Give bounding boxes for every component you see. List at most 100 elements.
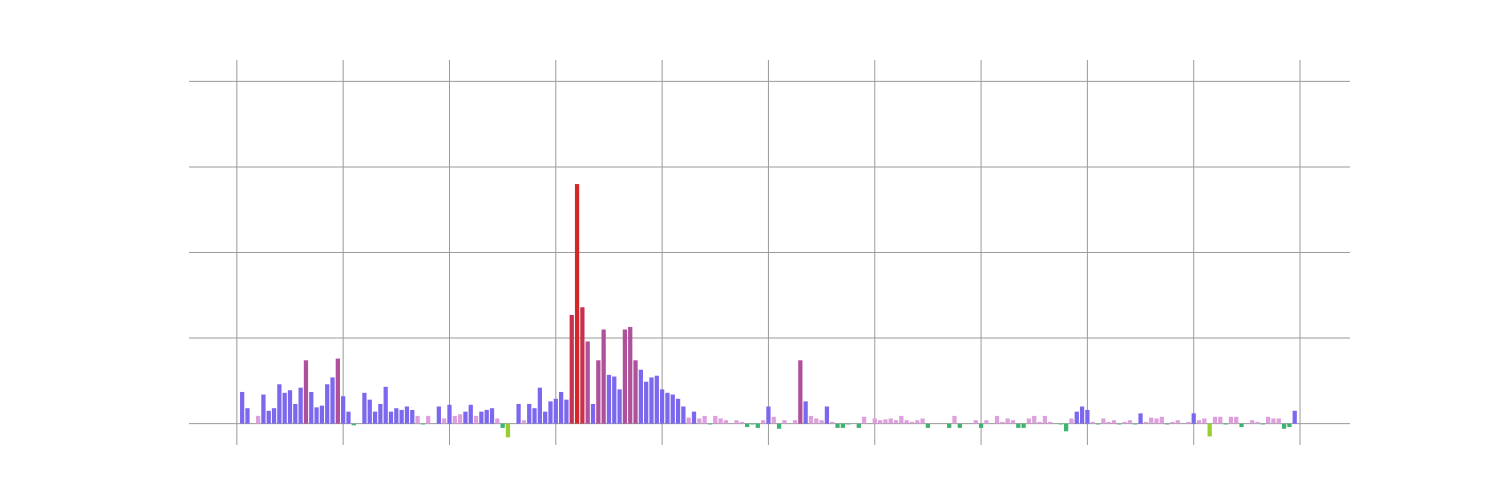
bar	[1266, 416, 1271, 424]
bar	[925, 423, 931, 428]
bar	[505, 423, 511, 438]
bar	[830, 421, 835, 424]
bar	[1064, 423, 1069, 432]
bar	[1021, 423, 1026, 428]
bar	[899, 415, 904, 424]
bar	[994, 415, 1000, 424]
bar	[681, 406, 686, 424]
bar	[245, 408, 250, 424]
bar	[596, 360, 601, 424]
bar	[1127, 420, 1133, 424]
bar	[240, 391, 245, 424]
bar	[978, 423, 984, 428]
bar	[1149, 417, 1154, 424]
bar	[527, 403, 532, 424]
bar	[824, 406, 830, 424]
bar	[1271, 418, 1276, 424]
bar	[973, 420, 978, 424]
bar	[1085, 409, 1090, 424]
bar	[803, 401, 808, 424]
bar	[723, 420, 729, 424]
bar	[452, 415, 457, 424]
bar	[707, 423, 713, 425]
bar	[1000, 421, 1005, 424]
bar	[776, 423, 782, 429]
bar	[1117, 423, 1122, 425]
bar	[1250, 420, 1255, 424]
bar	[271, 408, 277, 424]
bar	[691, 411, 697, 424]
bar	[521, 420, 527, 424]
bar	[266, 410, 271, 424]
bar	[1106, 421, 1111, 424]
bar	[1202, 418, 1207, 424]
bar	[564, 399, 569, 424]
bar	[856, 423, 861, 428]
bar	[277, 384, 282, 424]
bar	[516, 403, 521, 424]
bar	[1090, 421, 1095, 424]
bar	[1186, 421, 1191, 424]
bar	[798, 360, 803, 424]
bar	[1058, 423, 1063, 425]
bar	[601, 329, 606, 424]
bar	[734, 420, 739, 424]
bar	[814, 418, 819, 424]
bar	[319, 405, 325, 424]
bar	[1212, 416, 1218, 424]
bar	[840, 423, 845, 428]
bar	[1159, 416, 1164, 424]
bar	[686, 417, 691, 424]
bar	[468, 404, 473, 424]
bar	[346, 411, 351, 424]
bar	[1228, 416, 1234, 424]
bar	[1154, 418, 1159, 424]
bar	[675, 398, 681, 424]
bar	[1292, 410, 1297, 424]
bar	[367, 399, 372, 424]
bar	[665, 392, 670, 424]
bar	[330, 377, 335, 424]
bar	[1234, 416, 1239, 424]
bar	[1069, 418, 1074, 424]
bar	[426, 415, 431, 424]
bar	[659, 389, 665, 424]
bar	[1255, 421, 1260, 424]
bar	[920, 418, 925, 424]
bar	[1170, 421, 1175, 424]
bar	[909, 421, 915, 424]
bar	[766, 406, 771, 424]
bar	[590, 403, 596, 424]
bar	[649, 377, 654, 424]
bar	[537, 387, 542, 424]
bar	[548, 401, 553, 424]
bar	[1016, 423, 1021, 428]
bar	[1032, 415, 1037, 424]
bar	[325, 384, 330, 424]
bar	[702, 415, 707, 424]
bar	[341, 396, 346, 424]
bar	[1074, 411, 1079, 424]
bar	[861, 416, 867, 424]
bar	[585, 341, 590, 424]
bar	[1223, 423, 1228, 425]
bar	[713, 415, 718, 424]
bar	[457, 414, 463, 424]
bar	[1175, 420, 1180, 424]
bar	[500, 423, 505, 428]
bar	[670, 394, 675, 424]
bar	[558, 391, 564, 424]
bar	[415, 415, 420, 424]
bar	[638, 369, 643, 424]
bar	[335, 358, 340, 424]
bar	[442, 418, 447, 424]
bar	[580, 307, 585, 424]
bar	[303, 360, 309, 424]
bar	[1111, 420, 1117, 424]
bar	[957, 423, 962, 428]
bar	[410, 409, 415, 424]
bar	[697, 418, 702, 424]
bar	[287, 390, 293, 424]
bar	[1239, 423, 1244, 428]
